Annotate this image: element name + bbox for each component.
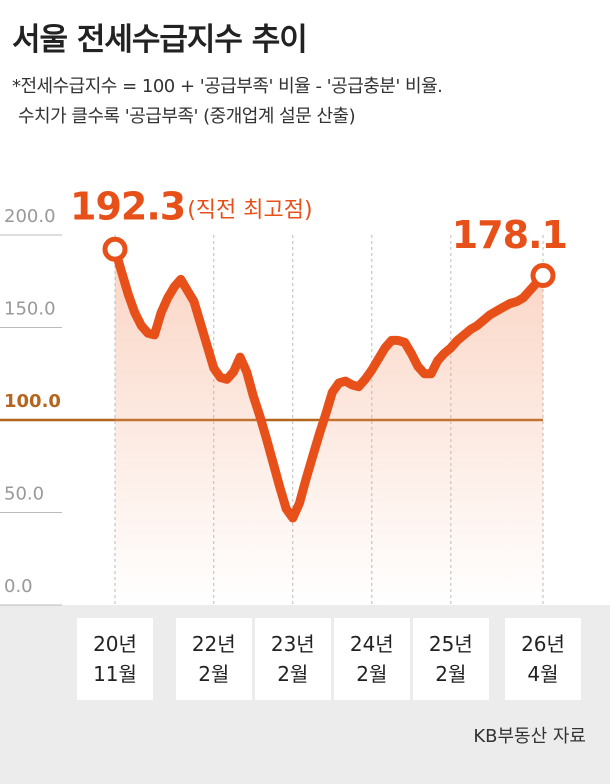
x-tick-label: 20년 11월 — [77, 618, 153, 700]
point-marker — [530, 263, 556, 289]
chart-title: 서울 전세수급지수 추이 — [12, 22, 308, 58]
y-tick-label: 50.0 — [4, 484, 44, 505]
x-tick-label: 22년 2월 — [175, 618, 252, 700]
y-tick-label: 200.0 — [4, 206, 56, 227]
x-tick-label: 26년 4월 — [505, 618, 581, 700]
subtitle: 수치가 클수록 '공급부족' (중개업계 설문 산출) — [18, 106, 356, 127]
x-tick-label: 23년 2월 — [254, 618, 331, 700]
x-tick-label: 25년 2월 — [412, 618, 489, 700]
y-tick-label: 100.0 — [4, 391, 61, 412]
value-label: 192.3 — [70, 185, 185, 229]
y-tick-label: 150.0 — [4, 299, 56, 320]
point-marker — [102, 236, 128, 262]
annotation: (직전 최고점) — [187, 198, 312, 223]
y-tick-label: 0.0 — [4, 576, 33, 597]
value-label: 178.1 — [452, 213, 567, 257]
subtitle: *전세수급지수 = 100 + '공급부족' 비율 - '공급충분' 비율. — [12, 76, 443, 97]
line — [110, 244, 548, 523]
source: KB부동산 자료 — [473, 726, 586, 747]
line-glow — [115, 249, 543, 605]
x-tick-label: 24년 2월 — [333, 618, 410, 700]
